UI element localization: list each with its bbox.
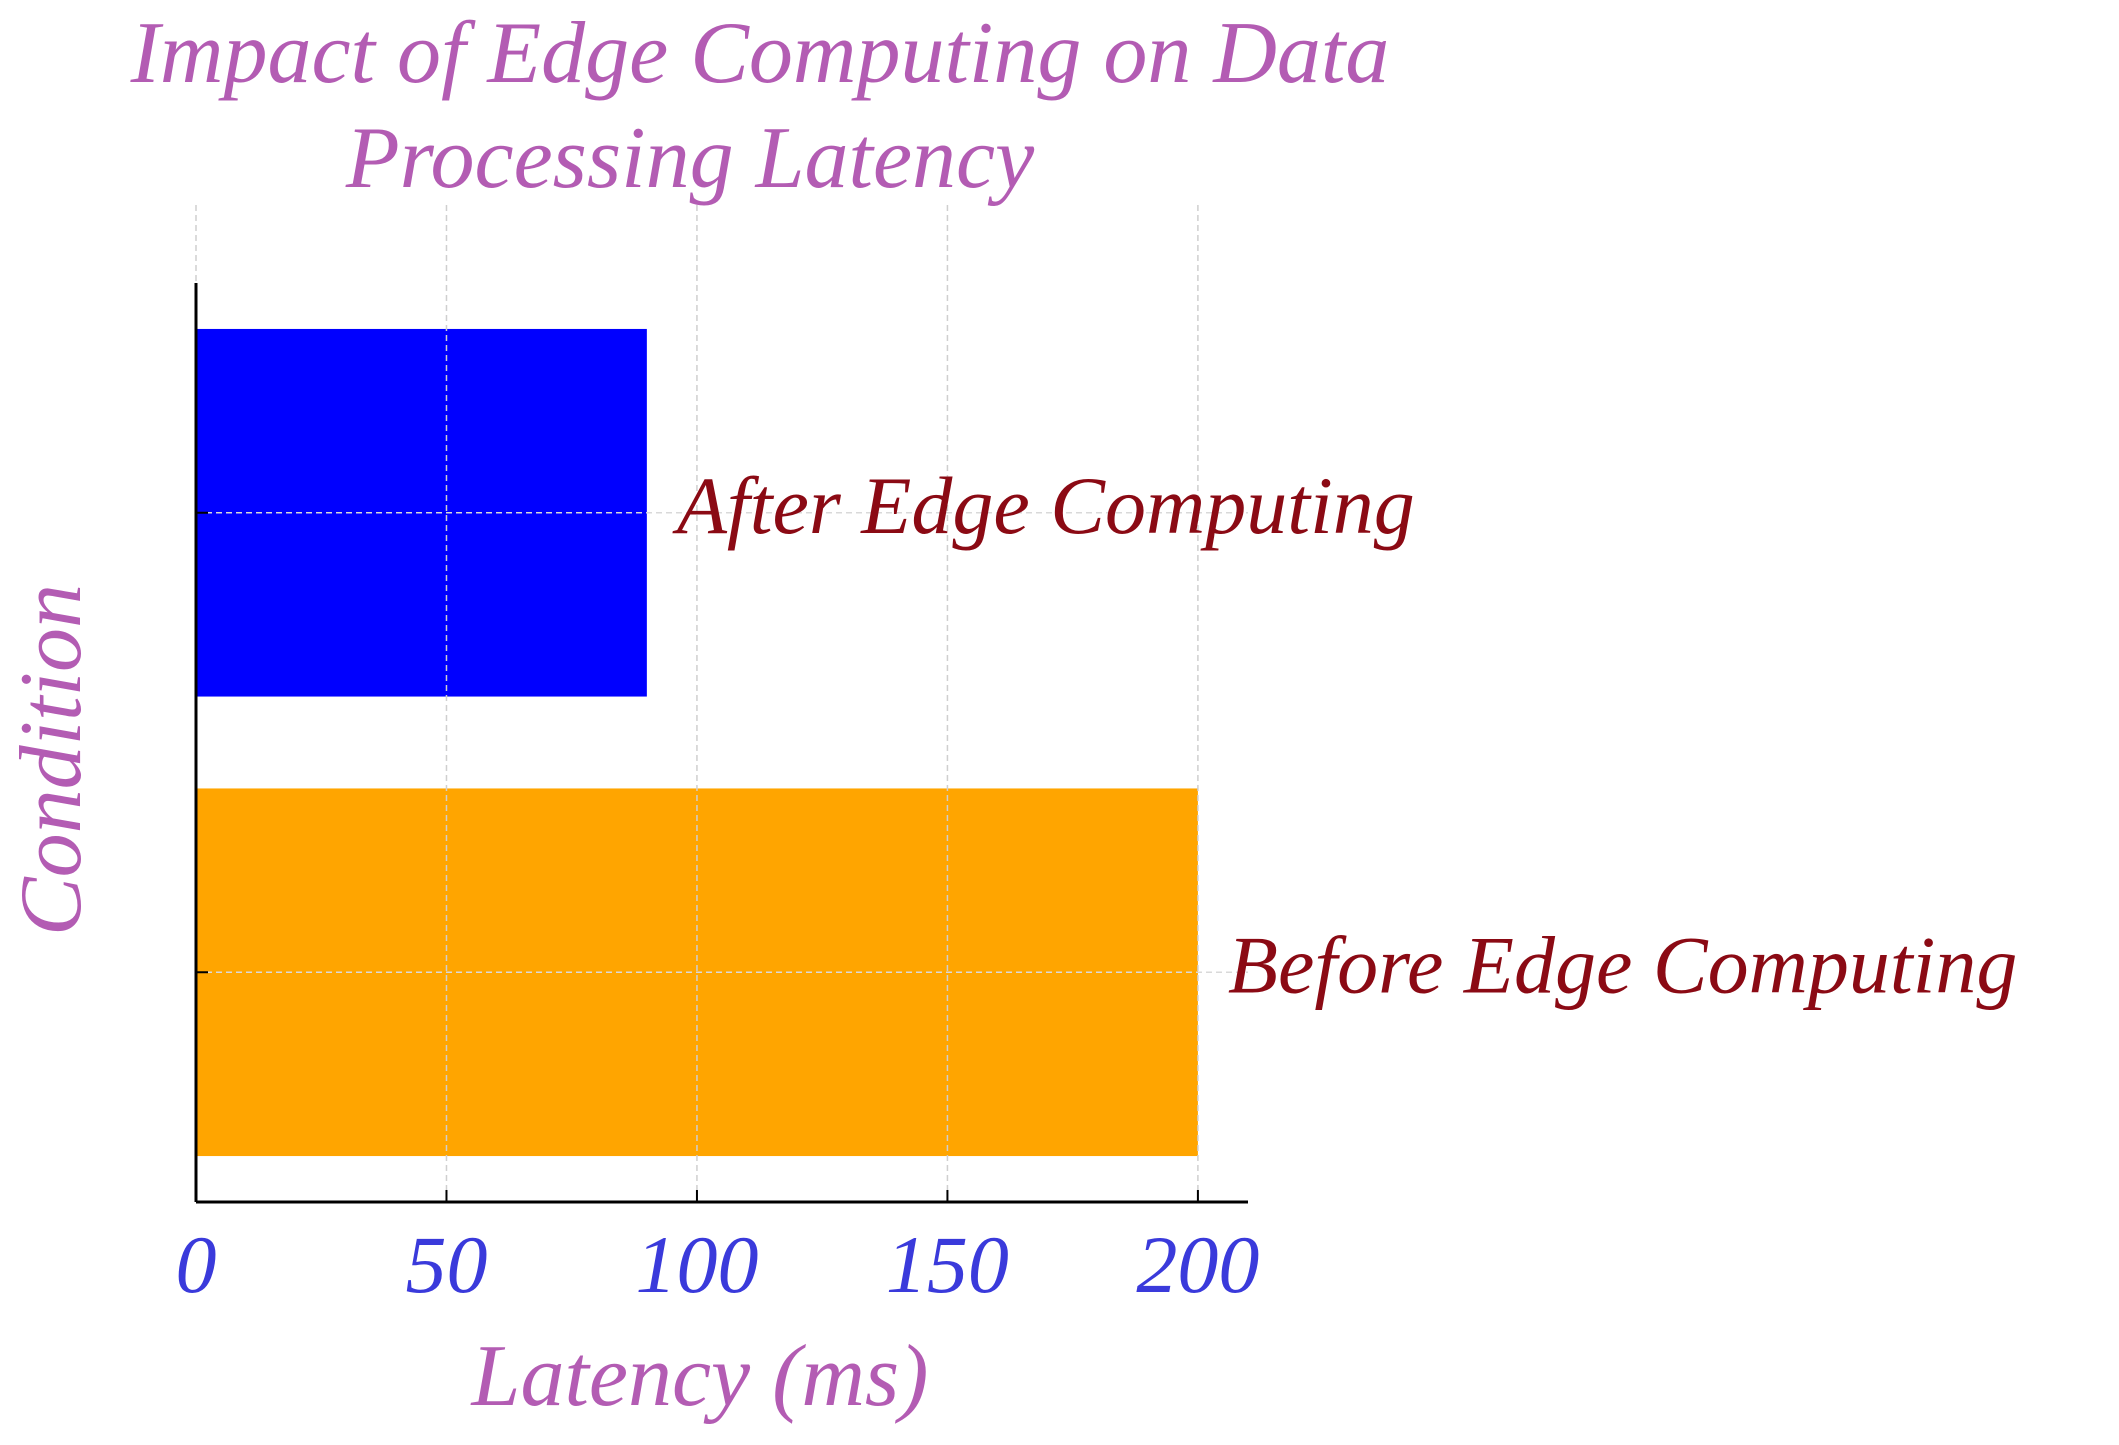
x-tick-label: 100 [635,1219,758,1310]
chart-title-line-1: Impact of Edge Computing on Data [130,5,1390,102]
category-label: Before Edge Computing [1228,919,2018,1010]
bar-layer [196,328,1198,1157]
x-tick-label: 0 [176,1219,217,1310]
x-axis-title: Latency (ms) [470,1328,929,1425]
x-tick-label: 50 [405,1219,487,1310]
chart-title: Impact of Edge Computing on Data Process… [130,5,1390,207]
x-tick-label: 150 [886,1219,1009,1310]
axis-layer [194,283,1248,1204]
category-label: After Edge Computing [672,460,1415,551]
label-layer: 0 50 100 150 200 Before Edge Computing After E… [176,460,2018,1310]
x-tick-label: 200 [1136,1219,1259,1310]
y-axis-title: Condition [3,584,100,936]
chart-title-line-2: Processing Latency [345,110,1035,207]
